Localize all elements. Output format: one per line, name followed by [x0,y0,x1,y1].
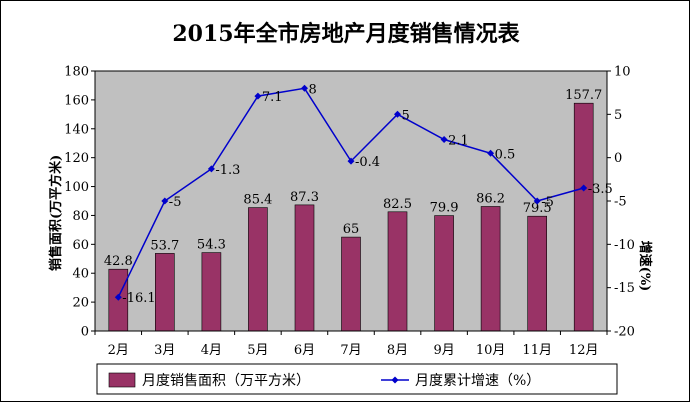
bar-5月 [248,207,268,332]
line-label: -5 [541,195,554,210]
line-label: 7.1 [262,90,283,105]
bar-4月 [201,252,222,332]
bar-11月 [527,215,548,332]
chart-title: 2015年全市房地产月度销售情况表 [172,21,520,47]
line-point-5月 [254,92,262,100]
x-tick-label: 6月 [294,343,315,358]
right-tick-label: 5 [614,108,622,123]
x-tick-label: 4月 [201,343,222,358]
legend-label-bar: 月度销售面积（万平方米） [142,373,310,389]
left-axis-label: 销售面积(万平方米) [48,155,64,271]
line-data-labels: -16.1 -5 -1.3 7.1 8 -0.4 5 2.1 0.5 -5 -3.5 [122,82,612,306]
right-tick-label: 10 [614,65,631,80]
x-tick-label: 3月 [154,343,175,358]
left-tick-label: 0 [81,325,89,340]
bar-label: 82.5 [383,197,412,212]
bar-label: 54.3 [197,238,226,253]
line-point-3月 [161,197,169,205]
right-axis-label: 增速(%) [637,241,653,292]
line-label: -3.5 [588,182,613,197]
line-point-6月 [301,84,308,92]
left-tick-label: 160 [64,93,89,108]
line-point-9月 [440,136,448,143]
bar-label: 86.2 [476,192,505,207]
bar-label: 65 [343,222,360,237]
bar-label: 42.8 [104,254,133,269]
bar-label: 85.4 [243,193,272,208]
right-tick-label: 0 [614,151,622,166]
left-tick-label: 60 [72,238,89,253]
legend-box [96,363,618,395]
bar-data-labels: 42.8 53.7 54.3 85.4 87.3 65 82.5 79.9 86.2 79.5 15… [104,88,602,269]
right-tick-label: -15 [614,281,635,296]
legend-label-line: 月度累计增速（%） [415,373,540,389]
bar-3月 [155,253,175,332]
x-tick-label: 8月 [387,343,408,358]
x-tick-label: 2月 [108,343,129,358]
left-tick-label: 80 [72,209,89,224]
line-point-10月 [487,149,495,157]
bar-label: 79.9 [430,201,459,216]
left-axis-ticks: 0 20 40 60 80 100 120 140 160 180 [64,65,95,340]
left-tick-label: 20 [72,296,89,311]
right-axis-ticks: -20 -15 -10 -5 0 5 10 [607,65,635,340]
left-tick-label: 120 [64,151,89,166]
line-label: -16.1 [122,291,155,306]
line-point-7月 [347,157,355,165]
line-label: 5 [402,108,410,123]
line-label: -1.3 [215,163,240,178]
line-point-4月 [207,165,215,173]
bar-6月 [294,204,315,332]
bar-8月 [387,211,408,332]
line-label: 2.1 [448,134,469,149]
right-tick-label: -10 [614,238,635,253]
bar-7月 [341,236,361,332]
bar-label: 79.5 [523,201,552,216]
line-label: -0.4 [355,155,380,170]
line-point-8月 [394,110,401,118]
line-label: -5 [169,195,182,210]
bar-9月 [434,215,454,332]
left-tick-label: 100 [64,180,89,195]
x-tick-label: 7月 [340,343,361,358]
line-point-12月 [580,184,588,192]
left-tick-label: 40 [72,267,89,282]
bar-series [108,102,594,332]
x-tick-label: 9月 [433,343,454,358]
left-tick-label: 140 [64,122,89,137]
x-tick-label: 12月 [569,343,599,358]
right-tick-label: -20 [614,325,635,340]
x-tick-label: 11月 [522,343,552,358]
line-point-2月 [114,293,122,301]
legend-swatch-marker [391,376,399,384]
bar-label: 53.7 [150,238,179,253]
line-series [114,84,588,301]
left-tick-label: 180 [64,65,89,80]
line-label: 0.5 [495,147,516,162]
bar-10月 [480,206,501,332]
bar-label: 157.7 [565,88,602,103]
bar-label: 87.3 [290,190,319,205]
legend-swatch-bar [108,372,136,388]
right-tick-label: -5 [614,195,627,210]
x-tick-label: 5月 [247,343,268,358]
bar-12月 [573,102,594,332]
x-tick-label: 10月 [476,343,506,358]
line-label: 8 [309,82,317,97]
line-point-11月 [533,197,541,205]
x-axis-ticks: 2月 3月 4月 5月 6月 7月 8月 9月 10月 11月 12月 [94,331,608,358]
